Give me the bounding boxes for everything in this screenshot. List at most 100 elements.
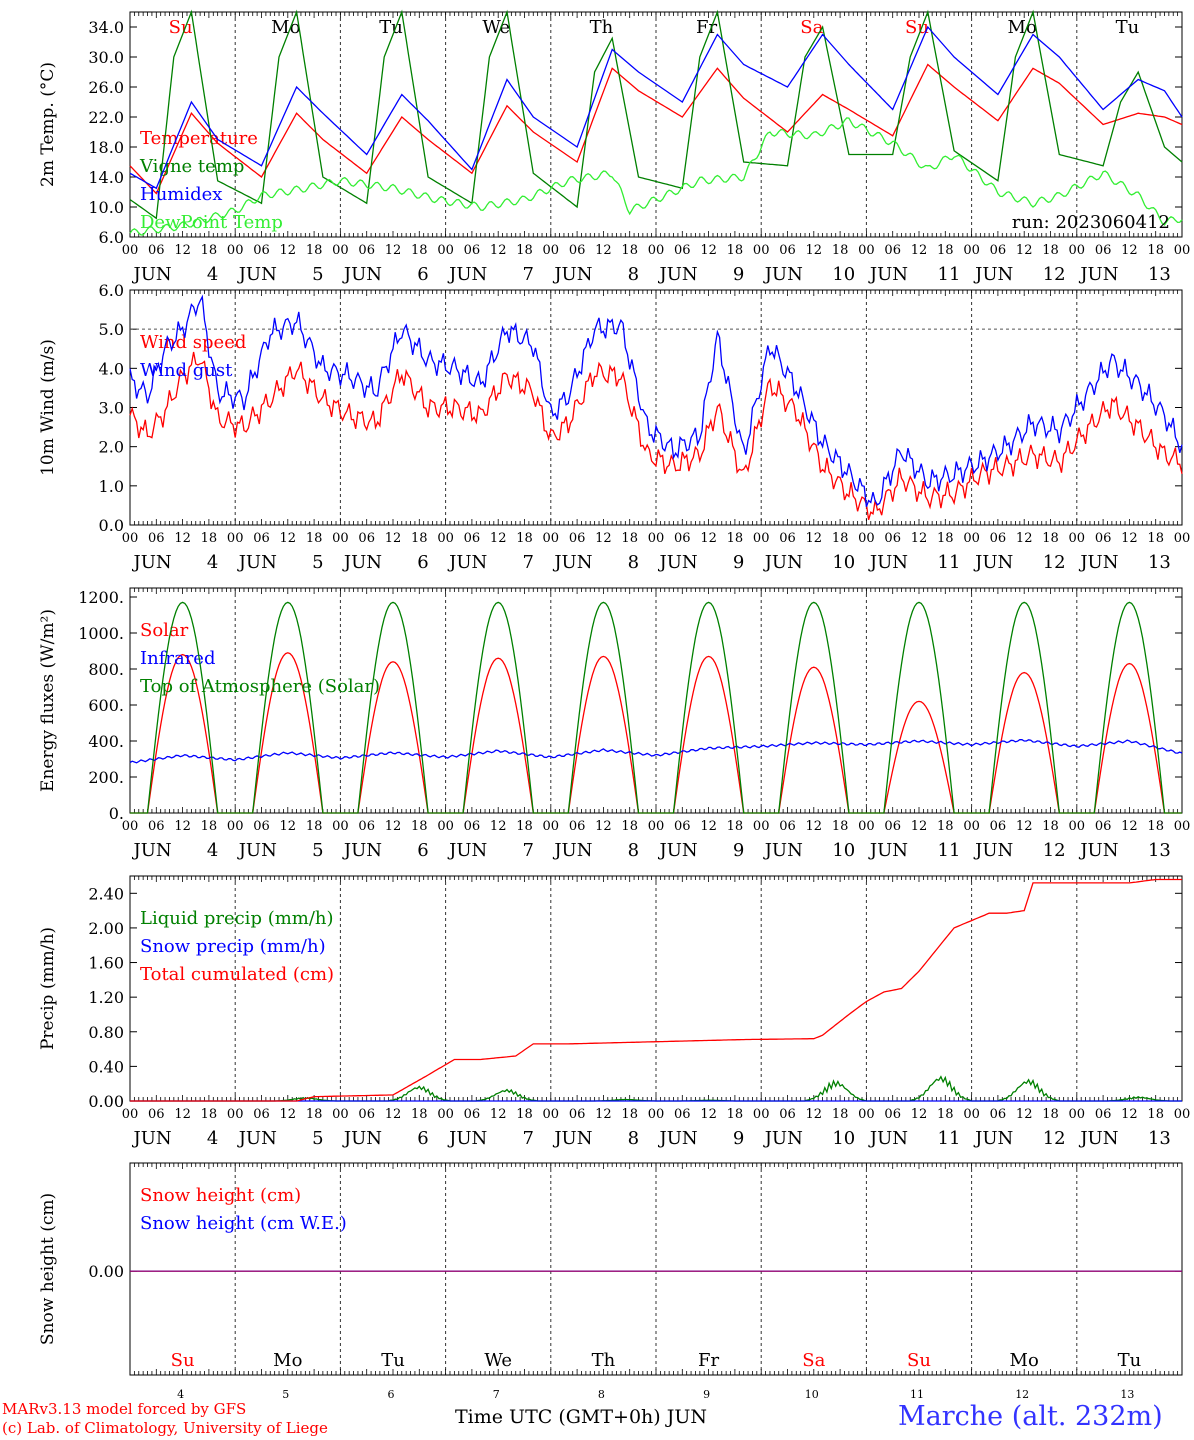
weekday-label: Tu	[1118, 1350, 1142, 1371]
legend-entry: Wind gust	[140, 360, 233, 381]
hour-label: 12	[280, 243, 297, 258]
hour-label: 12	[280, 531, 297, 546]
hour-label: 12	[1121, 243, 1138, 258]
legend-entry: Top of Atmosphere (Solar)	[140, 676, 380, 697]
date-month: JUN	[552, 552, 592, 573]
hour-label: 12	[490, 1107, 507, 1122]
hour-label: 06	[148, 819, 165, 834]
hour-label: 00	[648, 531, 665, 546]
date-month: JUN	[237, 840, 277, 861]
legend-entry: Vigne temp	[139, 156, 244, 177]
date-day: 11	[938, 264, 961, 285]
date-day: 12	[1043, 552, 1066, 573]
hour-label: 18	[1147, 1107, 1164, 1122]
hour-label: 06	[1095, 1107, 1112, 1122]
hour-label: 12	[595, 531, 612, 546]
legend-entry: Snow height (cm W.E.)	[140, 1213, 347, 1234]
date-day: 11	[938, 1128, 961, 1149]
legend-entry: Liquid precip (mm/h)	[140, 908, 334, 929]
date-small: 12	[1015, 1388, 1029, 1401]
weekday-label: Sa	[800, 17, 823, 38]
weekday-label: Tu	[379, 17, 403, 38]
date-day: 4	[207, 264, 218, 285]
date-month: JUN	[1078, 552, 1118, 573]
hour-label: 18	[937, 1107, 954, 1122]
weekday-label: Su	[905, 17, 929, 38]
date-day: 7	[522, 264, 533, 285]
date-day: 4	[207, 840, 218, 861]
series-lime	[129, 117, 1183, 236]
date-day: 13	[1148, 264, 1171, 285]
y-tick-label: 22.0	[88, 108, 124, 127]
hour-ticks	[129, 12, 1183, 237]
date-day: 13	[1148, 1128, 1171, 1149]
hour-label: 06	[674, 819, 691, 834]
date-day: 9	[733, 552, 744, 573]
panel-1: 6.0 10.0 14.0 18.0 22.0 26.0 30.0 34.0 2m Temp. …	[38, 9, 1190, 285]
hour-label: 12	[595, 1107, 612, 1122]
plot-frame	[129, 587, 1183, 814]
hour-ticks	[129, 588, 1183, 813]
hour-label: 06	[779, 819, 796, 834]
date-day: 6	[417, 840, 428, 861]
date-small: 9	[703, 1388, 710, 1401]
date-day: 7	[522, 1128, 533, 1149]
hour-label: 12	[174, 531, 191, 546]
y-tick-label: 0.00	[88, 1092, 124, 1111]
date-day: 13	[1148, 840, 1171, 861]
hour-label: 12	[700, 243, 717, 258]
hour-label: 00	[753, 819, 770, 834]
hour-label: 00	[543, 819, 560, 834]
hour-labels: 00 06 12 18 00 06 12 18 00 06 12 18 00 06 12 18 00 06 12 18…	[122, 1107, 1191, 1122]
date-day: 7	[522, 840, 533, 861]
hour-label: 00	[753, 531, 770, 546]
hour-label: 18	[937, 819, 954, 834]
hour-label: 00	[1174, 819, 1191, 834]
hour-label: 18	[832, 819, 849, 834]
hour-label: 06	[990, 531, 1007, 546]
date-month: JUN	[237, 264, 277, 285]
hour-label: 12	[385, 531, 402, 546]
hour-label: 12	[700, 1107, 717, 1122]
legend-entry: Snow precip (mm/h)	[140, 936, 326, 957]
hour-ticks	[129, 290, 1183, 525]
date-month: JUN	[342, 840, 382, 861]
series-green	[129, 9, 1183, 220]
hour-label: 00	[437, 531, 454, 546]
legend-entry: Humidex	[140, 184, 222, 205]
y-tick-label: 1.60	[88, 954, 124, 973]
hour-label: 18	[832, 243, 849, 258]
hour-label: 06	[884, 819, 901, 834]
hour-label: 12	[490, 531, 507, 546]
hour-label: 06	[358, 1107, 375, 1122]
hour-label: 12	[385, 243, 402, 258]
date-day: 11	[938, 552, 961, 573]
hour-label: 18	[727, 243, 744, 258]
date-day: 4	[207, 552, 218, 573]
legend-entry: DewPoint Temp	[140, 212, 283, 233]
date-day: 5	[312, 552, 323, 573]
series-blue	[129, 738, 1183, 764]
hour-label: 00	[122, 243, 139, 258]
hour-label: 18	[621, 531, 638, 546]
weekday-label: Su	[169, 17, 193, 38]
hour-label: 00	[858, 243, 875, 258]
hour-label: 12	[280, 819, 297, 834]
date-month: JUN	[447, 552, 487, 573]
hour-label: 06	[148, 243, 165, 258]
series-blue	[129, 25, 1183, 190]
date-month: JUN	[342, 552, 382, 573]
hour-label: 06	[884, 531, 901, 546]
hour-label: 12	[280, 1107, 297, 1122]
hour-label: 00	[648, 819, 665, 834]
series-green	[130, 601, 1182, 814]
hour-label: 18	[727, 819, 744, 834]
date-day: 8	[628, 1128, 639, 1149]
hour-label: 18	[621, 1107, 638, 1122]
hour-label: 00	[227, 243, 244, 258]
weekday-label: Mo	[271, 17, 300, 38]
hour-label: 00	[858, 1107, 875, 1122]
hour-label: 12	[806, 243, 823, 258]
date-day: 12	[1043, 264, 1066, 285]
hour-label: 18	[1042, 1107, 1059, 1122]
